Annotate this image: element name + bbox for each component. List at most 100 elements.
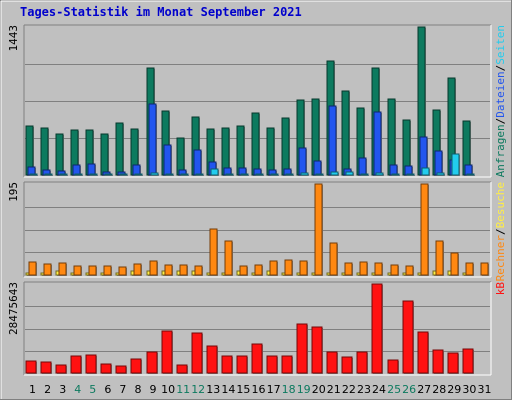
x-tick-label: 31 [478, 383, 492, 396]
bar-seiten [210, 168, 219, 176]
x-tick-label: 13 [206, 383, 220, 396]
bar-kb [55, 364, 67, 374]
x-tick-label: 17 [267, 383, 281, 396]
bar-anfragen [251, 112, 260, 176]
bar-rechner [405, 265, 414, 276]
x-tick-label: 29 [447, 383, 461, 396]
legend-entry: / [494, 228, 507, 235]
bar-seiten [225, 173, 234, 176]
bar-kb [206, 345, 218, 374]
bar-rechner [88, 265, 97, 276]
bar-dateien [193, 149, 202, 176]
bar-kb [176, 364, 188, 374]
chart-title: Tages-Statistik im Monat September 2021 [20, 5, 302, 19]
bar-kb [221, 355, 233, 374]
x-tick-label: 24 [372, 383, 386, 396]
x-tick-label: 10 [161, 383, 175, 396]
chart-panels: 1443Anfragen/Dateien/Seiten195Rechner/Be… [7, 24, 507, 376]
legend-entry: kB [494, 282, 507, 296]
x-tick-label: 11 [176, 383, 190, 396]
bar-kb [161, 330, 173, 374]
bar-seiten [466, 173, 475, 176]
bar-rechner [314, 183, 323, 276]
bar-rechner [480, 262, 489, 276]
bar-rechner [179, 264, 188, 276]
bar-seiten [134, 173, 143, 176]
bar-rechner [58, 262, 67, 276]
bar-rechner [28, 261, 37, 276]
bar-dateien [163, 144, 172, 176]
x-tick-label: 12 [191, 383, 205, 396]
x-axis-day-labels: 1 2 3 4 5 6 7 8 9 10 11 12 13 14 15 16 17 18 19 20 21 22 23 24 2… [29, 383, 492, 396]
x-tick-label: 21 [327, 383, 341, 396]
bar-seiten [89, 173, 98, 176]
bar-rechner [435, 240, 444, 276]
bar-seiten [345, 171, 354, 176]
bar-kb [40, 361, 52, 374]
bar-rechner [43, 263, 52, 276]
bar-rechner [209, 228, 218, 276]
x-tick-label: 3 [59, 383, 66, 396]
bar-seiten [451, 153, 460, 176]
bar-seiten [330, 171, 339, 176]
x-tick-label: 2 [44, 383, 51, 396]
bar-seiten [240, 173, 249, 176]
legend-entry: / [494, 65, 507, 72]
bar-rechner [359, 261, 368, 276]
bar-kb [146, 351, 158, 374]
bar-anfragen [281, 117, 290, 176]
panel-background [24, 182, 491, 277]
bar-seiten [300, 172, 309, 176]
bar-seiten [29, 173, 38, 176]
x-tick-label: 18 [282, 383, 296, 396]
bar-rechner [284, 259, 293, 276]
bar-kb [402, 300, 414, 374]
bar-kb [447, 352, 459, 374]
x-tick-label: 26 [402, 383, 416, 396]
bar-dateien [148, 103, 157, 176]
bar-kb [115, 365, 127, 374]
bar-seiten [119, 173, 128, 176]
bar-rechner [73, 265, 82, 276]
bar-kb [130, 358, 142, 374]
bar-seiten [255, 173, 264, 176]
bar-rechner [420, 183, 429, 276]
bar-kb [100, 363, 112, 374]
bar-seiten [421, 167, 430, 176]
legend-entry: Rechner [494, 235, 507, 282]
bar-kb [417, 331, 429, 374]
x-tick-label: 14 [221, 383, 235, 396]
legend-entry: Besuche [494, 182, 507, 228]
bar-kb [371, 283, 383, 374]
legend-entry: Seiten [494, 25, 507, 65]
x-tick-label: 28 [432, 383, 446, 396]
bar-rechner [164, 264, 173, 276]
bar-kb [432, 349, 444, 374]
panel-visits: 195 Rechner/Besuche [7, 181, 507, 282]
x-tick-label: 23 [357, 383, 371, 396]
bar-dateien [373, 111, 382, 176]
bar-rechner [118, 266, 127, 276]
x-tick-label: 22 [342, 383, 356, 396]
bar-anfragen [55, 133, 64, 176]
x-tick-label: 30 [462, 383, 476, 396]
x-tick-label: 8 [135, 383, 142, 396]
bar-seiten [285, 173, 294, 176]
bar-dateien [434, 150, 443, 176]
bar-kb [311, 326, 323, 374]
bar-seiten [165, 173, 174, 176]
bar-rechner [224, 240, 233, 276]
x-tick-label: 15 [236, 383, 250, 396]
x-tick-label: 20 [312, 383, 326, 396]
bar-kb [462, 348, 474, 374]
bar-kb [387, 359, 399, 374]
bar-kb [281, 355, 293, 374]
bar-rechner [465, 262, 474, 276]
x-tick-label: 1 [29, 383, 36, 396]
bar-seiten [44, 173, 53, 176]
y-max-label: 28475643 [7, 282, 20, 335]
x-tick-label: 7 [119, 383, 126, 396]
bar-kb [251, 343, 263, 374]
